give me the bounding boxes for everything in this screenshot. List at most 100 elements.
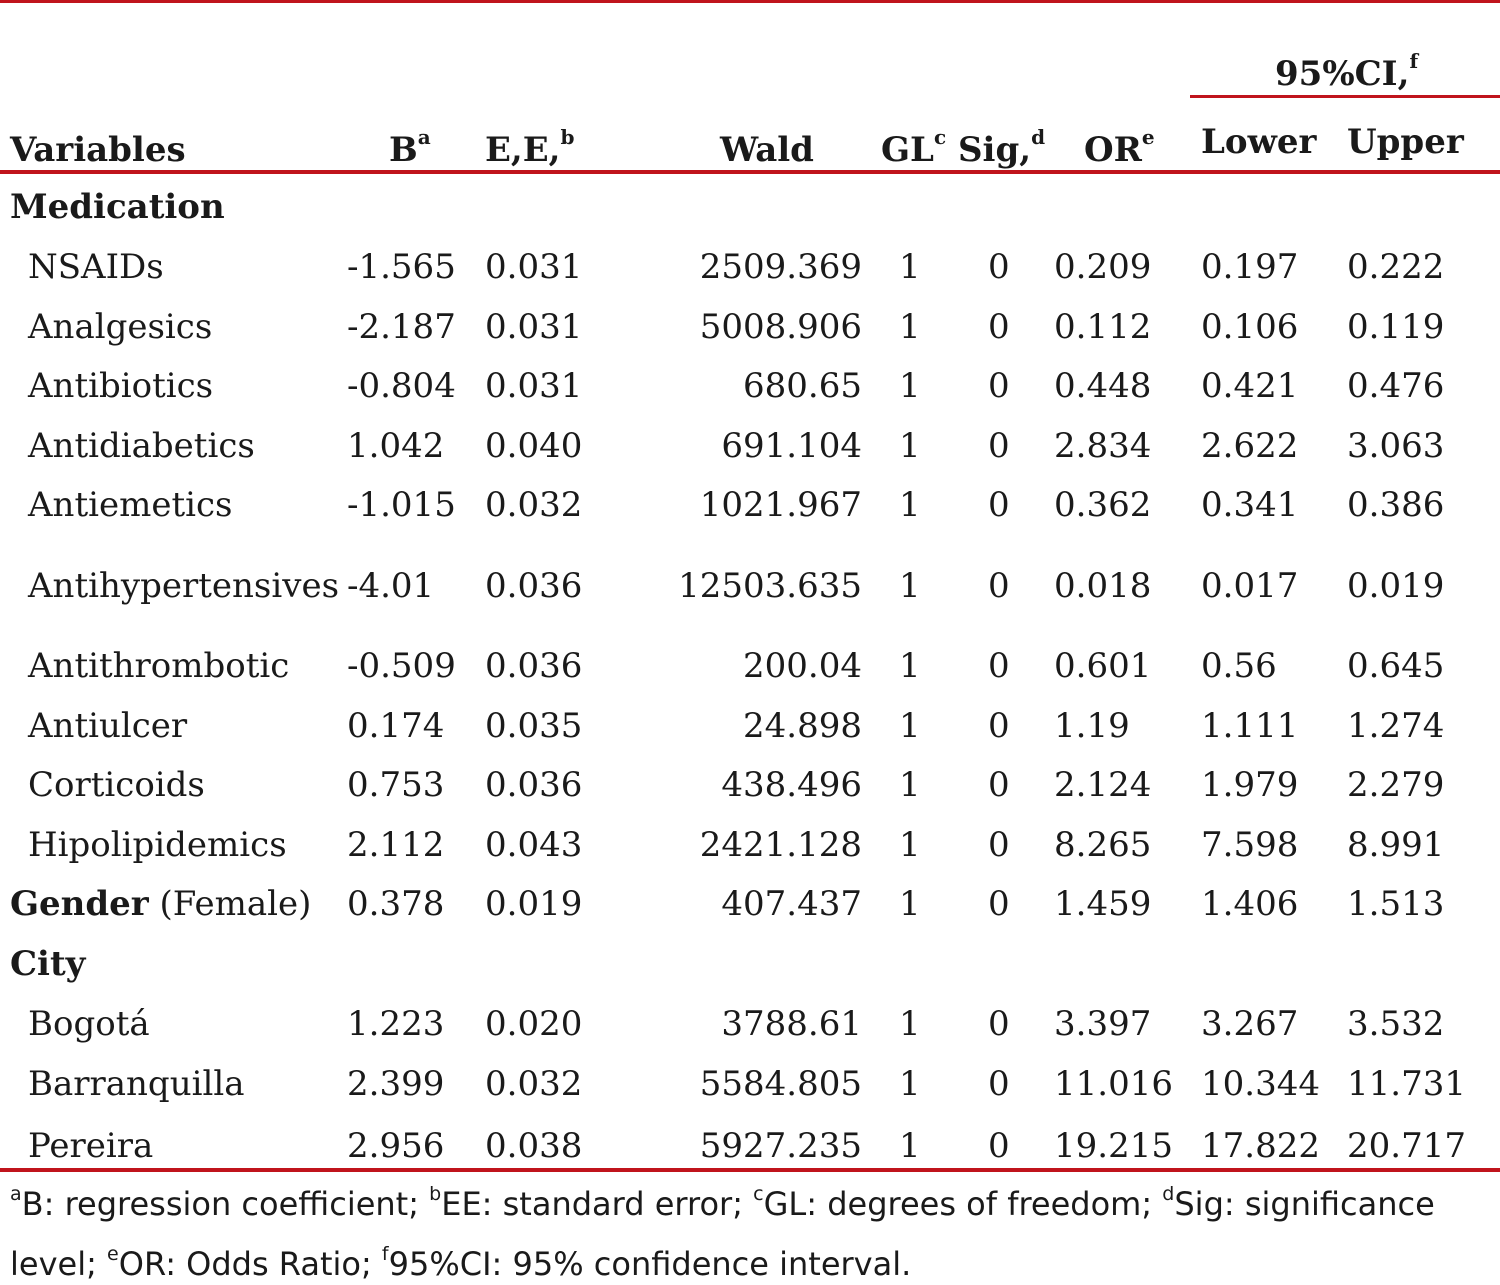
cell-upper: 2.279	[1347, 765, 1445, 805]
cell-b: 2.399	[347, 1064, 445, 1104]
header-sig: Sig,d	[958, 125, 1046, 170]
cell-upper: 0.645	[1347, 646, 1445, 686]
cell-b: 0.378	[347, 884, 445, 924]
cell-b: 0.753	[347, 765, 445, 805]
cell-upper: 1.274	[1347, 706, 1445, 746]
cell-or: 2.124	[1054, 765, 1152, 805]
cell-gl: 1	[899, 884, 921, 924]
header-wald: Wald	[720, 130, 814, 170]
cell-gl: 1	[899, 366, 921, 406]
cell-label: Antihypertensives	[28, 566, 340, 606]
cell-wald: 3788.61	[721, 1004, 862, 1044]
header-b: Ba	[389, 125, 431, 170]
cell-ee: 0.040	[485, 426, 583, 466]
cell-gl: 1	[899, 307, 921, 347]
cell-sig: 0	[988, 1064, 1010, 1104]
header-ee: E,E,b	[485, 125, 575, 170]
cell-b: -1.565	[347, 247, 456, 287]
section-gender: Gender (Female)	[10, 884, 312, 924]
cell-sig: 0	[988, 706, 1010, 746]
cell-sig: 0	[988, 247, 1010, 287]
header-lower: Lower	[1201, 122, 1317, 162]
cell-upper: 3.532	[1347, 1004, 1445, 1044]
cell-upper: 0.386	[1347, 485, 1445, 525]
cell-wald: 680.65	[743, 366, 862, 406]
cell-or: 1.19	[1054, 706, 1130, 746]
cell-b: 0.174	[347, 706, 445, 746]
cell-wald: 2509.369	[699, 247, 862, 287]
cell-or: 8.265	[1054, 825, 1152, 865]
cell-b: -4.01	[347, 566, 435, 606]
cell-gl: 1	[899, 1126, 921, 1166]
cell-b: 1.042	[347, 426, 445, 466]
footnote-line-2: level; eOR: Odds Ratio; f95%CI: 95% conf…	[10, 1243, 912, 1283]
cell-upper: 0.476	[1347, 366, 1445, 406]
cell-gl: 1	[899, 247, 921, 287]
cell-wald: 5584.805	[699, 1064, 862, 1104]
cell-b: -0.804	[347, 366, 456, 406]
cell-lower: 0.106	[1201, 307, 1299, 347]
cell-or: 0.448	[1054, 366, 1152, 406]
cell-label: Corticoids	[28, 765, 205, 805]
cell-or: 19.215	[1054, 1126, 1173, 1166]
cell-b: 1.223	[347, 1004, 445, 1044]
cell-or: 0.018	[1054, 566, 1152, 606]
cell-label: Antibiotics	[28, 366, 214, 406]
cell-b: -2.187	[347, 307, 456, 347]
cell-ee: 0.032	[485, 485, 583, 525]
cell-lower: 10.344	[1201, 1064, 1320, 1104]
cell-sig: 0	[988, 646, 1010, 686]
cell-ee: 0.036	[485, 765, 583, 805]
cell-ee: 0.036	[485, 646, 583, 686]
cell-lower: 0.421	[1201, 366, 1299, 406]
ci-group-rule	[1190, 95, 1500, 98]
footnote-line-1: aB: regression coefficient; bEE: standar…	[10, 1183, 1435, 1223]
cell-upper: 20.717	[1347, 1126, 1466, 1166]
cell-ee: 0.036	[485, 566, 583, 606]
cell-upper: 11.731	[1347, 1064, 1466, 1104]
cell-ee: 0.020	[485, 1004, 583, 1044]
header-gl: GLc	[881, 125, 947, 170]
cell-gl: 1	[899, 566, 921, 606]
cell-or: 0.601	[1054, 646, 1152, 686]
cell-lower: 1.979	[1201, 765, 1299, 805]
cell-sig: 0	[988, 485, 1010, 525]
cell-lower: 0.197	[1201, 247, 1299, 287]
cell-lower: 0.017	[1201, 566, 1299, 606]
cell-b: 2.112	[347, 825, 445, 865]
cell-or: 0.362	[1054, 485, 1152, 525]
cell-wald: 691.104	[721, 426, 862, 466]
cell-gl: 1	[899, 646, 921, 686]
cell-b: -1.015	[347, 485, 456, 525]
cell-sig: 0	[988, 426, 1010, 466]
section-medication: Medication	[10, 187, 225, 227]
cell-sig: 0	[988, 1126, 1010, 1166]
cell-label: Pereira	[28, 1126, 154, 1166]
cell-ee: 0.031	[485, 366, 583, 406]
cell-gl: 1	[899, 1004, 921, 1044]
cell-b: 2.956	[347, 1126, 445, 1166]
cell-sig: 0	[988, 566, 1010, 606]
cell-b: -0.509	[347, 646, 456, 686]
cell-upper: 8.991	[1347, 825, 1445, 865]
cell-ee: 0.038	[485, 1126, 583, 1166]
cell-label: Antiulcer	[28, 706, 188, 746]
cell-lower: 7.598	[1201, 825, 1299, 865]
cell-lower: 0.56	[1201, 646, 1277, 686]
cell-wald: 5008.906	[699, 307, 862, 347]
cell-label: Antiemetics	[28, 485, 233, 525]
cell-label: Antithrombotic	[28, 646, 290, 686]
cell-gl: 1	[899, 765, 921, 805]
top-rule	[0, 0, 1500, 3]
section-city: City	[10, 944, 86, 984]
cell-sig: 0	[988, 825, 1010, 865]
cell-or: 2.834	[1054, 426, 1152, 466]
cell-upper: 1.513	[1347, 884, 1445, 924]
cell-lower: 17.822	[1201, 1126, 1320, 1166]
ci-group-header: 95%CI,f	[1275, 49, 1419, 94]
bottom-rule	[0, 1168, 1500, 1172]
cell-label: Bogotá	[28, 1004, 150, 1044]
cell-label: Antidiabetics	[28, 426, 255, 466]
cell-label: Hipolipidemics	[28, 825, 287, 865]
cell-wald: 407.437	[721, 884, 862, 924]
